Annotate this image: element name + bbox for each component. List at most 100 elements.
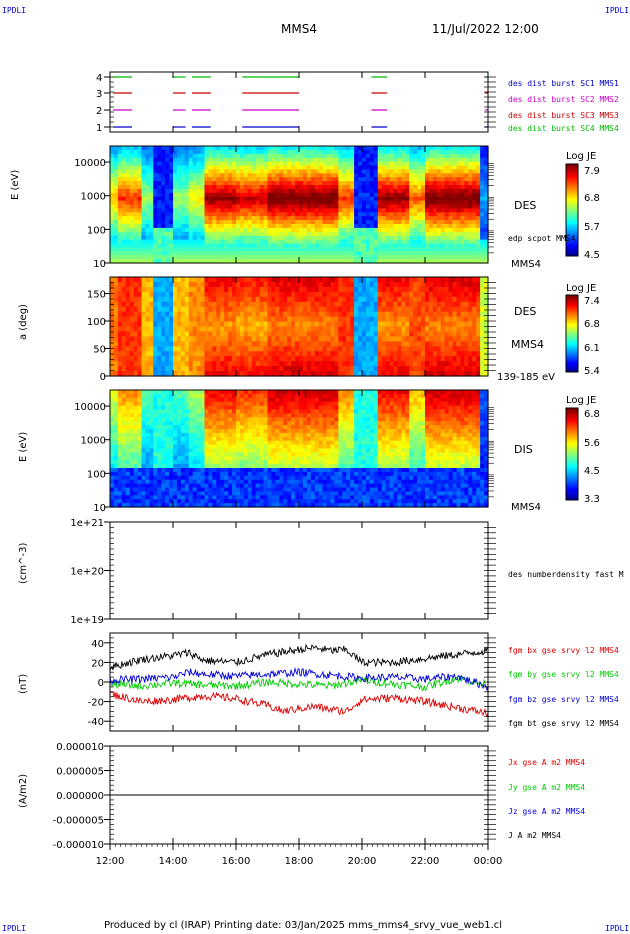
des-energy-spectrogram-cell [133, 220, 139, 225]
des-energy-spectrogram-cell [153, 192, 158, 198]
des-energy-spectrogram-cell [121, 177, 127, 182]
des-energy-spectrogram-cell [295, 204, 300, 209]
des-energy-spectrogram-cell [405, 188, 410, 194]
des-pitch-spectrogram-cell [255, 277, 261, 283]
dis-energy-spectrogram-cell [121, 440, 127, 446]
des-energy-spectrogram-cell [397, 149, 402, 155]
des-energy-spectrogram-cell [192, 196, 198, 202]
des-pitch-spectrogram-cell [389, 331, 395, 337]
des-pitch-spectrogram-cell [365, 281, 371, 288]
des-pitch-spectrogram-cell [141, 296, 147, 303]
des-energy-spectrogram-cell [389, 224, 395, 229]
dis-energy-spectrogram-cell [113, 491, 119, 496]
des-energy-spectrogram-cell [468, 247, 473, 252]
dis-energy-spectrogram-cell [117, 468, 123, 473]
des-pitch-spectrogram-cell [113, 366, 119, 372]
des-energy-spectrogram-cell [236, 224, 241, 229]
des-pitch-spectrogram-cell [480, 341, 485, 347]
des-pitch-spectrogram-cell [409, 366, 414, 372]
des-pitch-spectrogram-cell [208, 366, 213, 372]
des-energy-spectrogram-cell [243, 161, 249, 167]
des-energy-spectrogram-cell [377, 208, 383, 213]
des-energy-spectrogram-cell [220, 216, 225, 221]
des-pitch-spectrogram-cell [369, 306, 375, 313]
des-energy-spectrogram-cell [393, 157, 399, 163]
des-pitch-spectrogram-cell [236, 371, 241, 377]
des-pitch-spectrogram-cell [212, 301, 217, 308]
des-energy-spectrogram-cell [326, 161, 332, 167]
des-pitch-spectrogram-cell [208, 331, 213, 337]
des-pitch-spectrogram-cell [460, 371, 465, 377]
des-energy-spectrogram-cell [184, 169, 190, 174]
des-pitch-spectrogram-cell [350, 336, 355, 342]
des-energy-spectrogram-cell [192, 153, 198, 159]
des-energy-spectrogram-cell [137, 251, 143, 256]
des-energy-spectrogram-cell [334, 169, 339, 174]
des-pitch-spectrogram-cell [287, 281, 292, 288]
des-pitch-spectrogram-cell [192, 281, 198, 288]
des-pitch-spectrogram-cell [428, 361, 434, 367]
des-pitch-spectrogram-cell [425, 321, 430, 328]
dis-energy-spectrogram-cell [117, 390, 123, 395]
des-energy-spectrogram-cell [448, 239, 454, 245]
des-energy-spectrogram-cell [397, 247, 402, 252]
des-pitch-spectrogram-cell [287, 291, 292, 298]
des-energy-spectrogram-cell [184, 185, 190, 190]
des-energy-spectrogram-cell [141, 192, 147, 198]
des-pitch-spectrogram-cell [322, 291, 328, 298]
des-pitch-spectrogram-cell [165, 331, 170, 337]
des-energy-spectrogram-cell [346, 157, 351, 163]
des-pitch-spectrogram-cell [216, 361, 221, 367]
des-energy-spectrogram-cell [263, 185, 269, 190]
des-energy-spectrogram-cell [259, 212, 265, 217]
des-energy-spectrogram-cell [389, 220, 395, 225]
des-energy-spectrogram-cell [121, 204, 127, 209]
des-energy-spectrogram-cell [472, 185, 477, 190]
des-energy-spectrogram-cell [322, 169, 328, 174]
des-energy-spectrogram-cell [310, 181, 316, 186]
des-pitch-spectrogram-cell [425, 316, 430, 323]
des-pitch-spectrogram-cell [239, 321, 245, 328]
des-pitch-spectrogram-cell [232, 311, 237, 318]
des-pitch-spectrogram-cell [153, 326, 158, 333]
des-energy-spectrogram-cell [279, 220, 284, 225]
dis-energy-spectrogram-cell [117, 413, 123, 418]
des-energy-spectrogram-cell [117, 192, 123, 198]
des-energy-spectrogram-cell [318, 185, 324, 190]
des-pitch-spectrogram-cell [176, 356, 182, 362]
des-energy-spectrogram-cell [275, 157, 280, 163]
des-energy-spectrogram-cell [279, 157, 284, 163]
des-energy-spectrogram-cell [468, 216, 473, 221]
des-energy-spectrogram-cell [306, 224, 312, 229]
des-pitch-spectrogram-cell [444, 371, 450, 377]
des-pitch-spectrogram-cell [456, 326, 462, 333]
des-energy-spectrogram-cell [188, 161, 194, 167]
des-pitch-spectrogram-cell [417, 306, 422, 313]
des-energy-spectrogram-cell [239, 227, 245, 233]
des-energy-spectrogram-cell [322, 153, 328, 159]
des-energy-spectrogram-cell [428, 204, 434, 209]
des-pitch-spectrogram-cell [125, 361, 131, 367]
des-pitch-spectrogram-cell [334, 286, 339, 293]
des-pitch-spectrogram-cell [362, 371, 367, 377]
des-pitch-spectrogram-cell [161, 331, 166, 337]
des-energy-spectrogram-cell [243, 173, 249, 178]
des-energy-spectrogram-cell [125, 185, 131, 190]
des-energy-spectrogram-cell [389, 255, 395, 260]
des-energy-spectrogram-cell [421, 177, 426, 182]
des-energy-spectrogram-cell [224, 251, 229, 256]
des-pitch-spectrogram-cell [176, 316, 182, 323]
des-pitch-spectrogram-cell [302, 346, 308, 352]
des-pitch-spectrogram-cell [176, 371, 182, 377]
des-energy-spectrogram-cell [480, 146, 485, 151]
des-energy-spectrogram-cell [232, 220, 237, 225]
des-energy-spectrogram-cell [176, 224, 182, 229]
des-energy-spectrogram-cell [125, 169, 131, 174]
des-energy-spectrogram-cell [271, 235, 276, 241]
des-energy-spectrogram-cell [342, 173, 347, 178]
des-energy-spectrogram-cell [401, 235, 406, 241]
des-energy-spectrogram-cell [468, 165, 473, 170]
des-energy-spectrogram-cell [354, 208, 359, 213]
des-energy-spectrogram-cell [232, 149, 237, 155]
des-energy-spectrogram-cell [180, 177, 186, 182]
